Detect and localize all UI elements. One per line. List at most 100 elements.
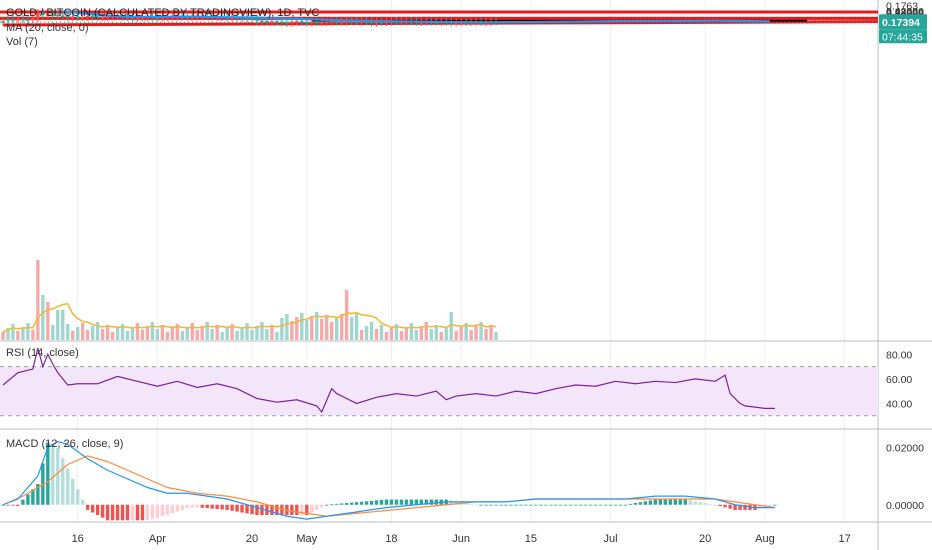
volume-bar bbox=[469, 330, 473, 340]
macd-histogram-bar bbox=[469, 503, 473, 505]
volume-bar bbox=[150, 322, 155, 340]
macd-histogram-bar bbox=[574, 504, 578, 506]
volume-bar bbox=[80, 323, 85, 340]
volume-bar bbox=[325, 315, 329, 340]
macd-histogram-bar bbox=[215, 504, 219, 510]
macd-histogram-bar bbox=[339, 503, 344, 505]
volume-bar bbox=[160, 325, 165, 340]
macd-histogram-bar bbox=[494, 504, 498, 506]
volume-bar bbox=[449, 312, 453, 340]
volume-bar bbox=[90, 326, 95, 340]
macd-histogram-bar bbox=[504, 504, 508, 506]
macd-histogram-bar bbox=[603, 504, 608, 506]
macd-histogram-bar bbox=[379, 500, 384, 505]
volume-ma-line bbox=[2, 302, 497, 333]
time-axis-label: 18 bbox=[385, 533, 397, 545]
macd-histogram-bar bbox=[165, 504, 170, 516]
candle-body bbox=[76, 16, 80, 18]
volume-bar bbox=[399, 331, 404, 340]
volume-bar bbox=[16, 331, 20, 340]
candle-body bbox=[71, 16, 75, 18]
macd-histogram-bar bbox=[479, 504, 483, 506]
volume-bar bbox=[1, 332, 5, 340]
volume-bar bbox=[210, 329, 214, 340]
rsi-legend[interactable]: RSI (14, close) bbox=[6, 347, 79, 359]
volume-bar bbox=[334, 318, 339, 340]
candle-body bbox=[369, 21, 374, 23]
volume-bar bbox=[195, 330, 199, 340]
macd-histogram-bar bbox=[529, 504, 533, 506]
macd-legend[interactable]: MACD (12, 26, close, 9) bbox=[6, 438, 124, 450]
candle-body bbox=[11, 19, 15, 21]
volume-bar bbox=[155, 329, 160, 340]
candle-body bbox=[61, 15, 65, 18]
volume-bar bbox=[320, 319, 324, 340]
volume-bar bbox=[275, 332, 279, 340]
volume-bar bbox=[255, 326, 259, 340]
vol-legend[interactable]: Vol (7) bbox=[6, 36, 38, 48]
volume-bar bbox=[95, 322, 100, 340]
macd-histogram-bar bbox=[329, 504, 334, 506]
candle-body bbox=[270, 21, 274, 23]
volume-bar bbox=[76, 327, 80, 340]
macd-histogram-bar bbox=[230, 504, 234, 511]
macd-histogram-bar bbox=[499, 504, 503, 506]
volume-bar bbox=[315, 312, 319, 340]
macd-histogram-bar bbox=[354, 502, 359, 505]
macd-histogram-bar bbox=[125, 504, 130, 521]
macd-histogram-bar bbox=[260, 504, 264, 516]
time-axis-label: Aug bbox=[755, 533, 775, 545]
volume-bar bbox=[240, 327, 244, 340]
volume-bar bbox=[344, 290, 349, 340]
macd-histogram-bar bbox=[135, 504, 140, 521]
volume-bar bbox=[295, 317, 299, 340]
candle-body bbox=[95, 16, 100, 18]
candle-body bbox=[379, 21, 384, 24]
candle-body bbox=[290, 21, 294, 24]
macd-histogram-bar bbox=[160, 504, 165, 517]
volume-bar bbox=[120, 324, 125, 340]
macd-histogram-bar bbox=[588, 504, 593, 506]
chart-title: GOLD / BITCOIN (CALCULATED BY TRADINGVIE… bbox=[6, 7, 320, 19]
macd-histogram-bar bbox=[51, 445, 55, 505]
macd-histogram-bar bbox=[723, 504, 727, 508]
macd-histogram-bar bbox=[663, 499, 668, 505]
countdown-value: 07:44:35 bbox=[882, 31, 923, 43]
macd-histogram-bar bbox=[454, 501, 458, 505]
ma-legend[interactable]: MA (20, close, 0) bbox=[6, 22, 89, 34]
volume-bar bbox=[140, 330, 145, 340]
volume-bar bbox=[479, 322, 483, 340]
macd-histogram-bar bbox=[325, 504, 329, 506]
macd-histogram-bar bbox=[250, 504, 254, 515]
macd-histogram-bar bbox=[235, 504, 239, 512]
macd-histogram-bar bbox=[275, 504, 279, 516]
macd-histogram-bar bbox=[409, 499, 414, 505]
macd-histogram-bar bbox=[320, 504, 324, 508]
volume-bar bbox=[250, 330, 254, 340]
macd-histogram-bar bbox=[185, 504, 189, 509]
macd-histogram-bar bbox=[569, 504, 573, 506]
volume-bar bbox=[11, 324, 15, 340]
macd-histogram-bar bbox=[280, 504, 284, 516]
macd-histogram-bar bbox=[56, 447, 60, 505]
volume-bar bbox=[6, 328, 10, 340]
time-axis-label: Jun bbox=[452, 533, 470, 545]
macd-histogram-bar bbox=[205, 504, 209, 509]
volume-bar bbox=[379, 325, 384, 340]
macd-histogram-bar bbox=[743, 504, 747, 510]
volume-bar bbox=[205, 322, 209, 340]
time-axis-label: Apr bbox=[149, 533, 166, 545]
macd-histogram-bar bbox=[190, 504, 194, 508]
volume-bar bbox=[26, 323, 30, 340]
volume-bar bbox=[200, 326, 204, 340]
volume-bar bbox=[265, 329, 269, 340]
macd-histogram-bar bbox=[728, 504, 732, 509]
volume-bar bbox=[290, 321, 294, 340]
macd-histogram-bar bbox=[693, 501, 697, 505]
volume-bar bbox=[260, 322, 264, 340]
candle-body bbox=[250, 18, 254, 20]
candle-body bbox=[16, 19, 20, 21]
candle-body bbox=[329, 21, 334, 23]
volume-bar bbox=[130, 327, 135, 340]
